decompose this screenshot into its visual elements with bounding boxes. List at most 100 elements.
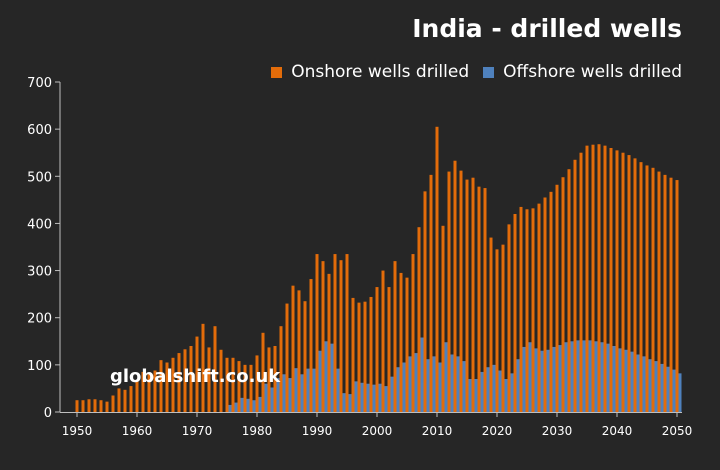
- onshore-bar: [633, 158, 637, 412]
- onshore-bar: [369, 296, 373, 412]
- onshore-bar: [597, 144, 601, 412]
- onshore-bar: [483, 188, 487, 412]
- onshore-bar: [303, 301, 307, 412]
- offshore-bar: [516, 359, 520, 412]
- onshore-bar: [441, 225, 445, 412]
- onshore-bar: [579, 152, 583, 412]
- onshore-bar: [135, 381, 139, 412]
- offshore-bar: [570, 341, 574, 412]
- offshore-bar: [420, 337, 424, 412]
- onshore-bar: [321, 261, 325, 412]
- y-tick-label: 300: [27, 265, 52, 280]
- onshore-bar: [273, 346, 277, 412]
- onshore-bar: [105, 401, 109, 412]
- offshore-bar: [402, 362, 406, 412]
- offshore-bar: [522, 346, 526, 412]
- onshore-bar: [165, 362, 169, 412]
- y-tick-label: 500: [27, 170, 52, 185]
- onshore-bar: [489, 237, 493, 412]
- onshore-bar: [177, 353, 181, 412]
- onshore-bar: [621, 152, 625, 412]
- offshore-bar: [276, 378, 280, 412]
- offshore-bar: [306, 368, 310, 412]
- onshore-bar: [585, 145, 589, 412]
- onshore-bar: [411, 254, 415, 412]
- offshore-bar: [582, 340, 586, 412]
- offshore-bar: [606, 343, 610, 412]
- onshore-bar: [387, 287, 391, 412]
- offshore-bar: [456, 356, 460, 412]
- offshore-bar: [600, 342, 604, 412]
- offshore-bar: [642, 356, 646, 412]
- offshore-bar: [354, 381, 358, 412]
- onshore-bar: [609, 148, 613, 412]
- onshore-bar: [501, 244, 505, 412]
- onshore-bar: [249, 364, 253, 412]
- onshore-bar: [375, 287, 379, 412]
- offshore-bar: [258, 396, 262, 412]
- onshore-bar: [519, 206, 523, 412]
- y-tick-label: 200: [27, 312, 52, 327]
- x-tick-label: 1970: [182, 424, 213, 438]
- x-tick-label: 1990: [302, 424, 333, 438]
- offshore-bar: [534, 348, 538, 412]
- offshore-bar: [588, 340, 592, 412]
- onshore-bar: [219, 349, 223, 412]
- offshore-bar: [234, 402, 238, 412]
- legend-label-offshore: Offshore wells drilled: [503, 62, 682, 82]
- onshore-bar: [459, 170, 463, 412]
- onshore-bar: [357, 302, 361, 412]
- onshore-bar: [555, 184, 559, 412]
- onshore-bar: [327, 273, 331, 412]
- onshore-bar: [561, 177, 565, 412]
- offshore-bar: [366, 383, 370, 412]
- onshore-bar: [429, 174, 433, 412]
- offshore-bar: [672, 369, 676, 412]
- onshore-bar: [399, 272, 403, 412]
- x-tick-label: 2000: [362, 424, 393, 438]
- y-tick-label: 0: [44, 406, 52, 421]
- onshore-bar: [207, 347, 211, 412]
- onshore-bar: [477, 186, 481, 412]
- offshore-bar: [624, 349, 628, 412]
- onshore-bar: [465, 179, 469, 412]
- offshore-bar: [438, 362, 442, 412]
- x-tick-label: 1960: [122, 424, 153, 438]
- offshore-bar: [432, 356, 436, 412]
- onshore-bar: [573, 159, 577, 412]
- onshore-bar: [549, 191, 553, 412]
- offshore-bar: [486, 367, 490, 412]
- offshore-bar: [390, 376, 394, 412]
- onshore-bar: [243, 364, 247, 412]
- offshore-bar: [462, 361, 466, 412]
- onshore-bar: [435, 126, 439, 413]
- x-tick-label: 2040: [602, 424, 633, 438]
- onshore-bar: [423, 191, 427, 412]
- offshore-bar: [540, 350, 544, 412]
- onshore-bar: [129, 386, 133, 412]
- onshore-bar: [675, 180, 679, 412]
- offshore-bar: [594, 341, 598, 412]
- onshore-bar: [231, 357, 235, 412]
- onshore-bar: [99, 400, 103, 412]
- offshore-bar: [528, 342, 532, 412]
- offshore-bar: [228, 404, 232, 412]
- onshore-bar: [225, 357, 229, 412]
- onshore-bar: [279, 326, 283, 412]
- offshore-bar: [558, 345, 562, 412]
- onshore-bar: [495, 249, 499, 412]
- onshore-bar: [417, 227, 421, 412]
- offshore-bar: [648, 359, 652, 412]
- offshore-bar: [474, 379, 478, 412]
- onshore-bar: [309, 279, 313, 412]
- offshore-bar: [678, 373, 682, 412]
- offshore-bar: [384, 386, 388, 412]
- chart-title: India - drilled wells: [412, 14, 682, 43]
- offshore-bar: [378, 383, 382, 412]
- offshore-bar: [636, 354, 640, 412]
- onshore-bar: [261, 332, 265, 412]
- onshore-bar: [333, 254, 337, 412]
- offshore-bar: [294, 368, 298, 412]
- offshore-bar: [612, 346, 616, 412]
- onshore-bar: [267, 347, 271, 412]
